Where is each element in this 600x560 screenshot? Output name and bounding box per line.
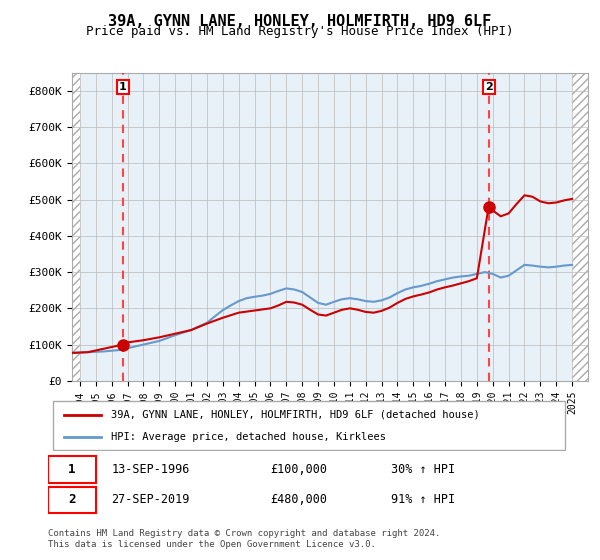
Text: Price paid vs. HM Land Registry's House Price Index (HPI): Price paid vs. HM Land Registry's House … <box>86 25 514 38</box>
Text: Contains HM Land Registry data © Crown copyright and database right 2024.
This d: Contains HM Land Registry data © Crown c… <box>48 529 440 549</box>
Text: £100,000: £100,000 <box>270 463 327 476</box>
Text: 39A, GYNN LANE, HONLEY, HOLMFIRTH, HD9 6LF: 39A, GYNN LANE, HONLEY, HOLMFIRTH, HD9 6… <box>109 14 491 29</box>
Text: 1: 1 <box>68 463 76 476</box>
Text: 39A, GYNN LANE, HONLEY, HOLMFIRTH, HD9 6LF (detached house): 39A, GYNN LANE, HONLEY, HOLMFIRTH, HD9 6… <box>112 409 480 419</box>
FancyBboxPatch shape <box>48 487 95 514</box>
Text: 91% ↑ HPI: 91% ↑ HPI <box>391 493 455 506</box>
FancyBboxPatch shape <box>53 402 565 450</box>
Text: 2: 2 <box>68 493 76 506</box>
Text: 13-SEP-1996: 13-SEP-1996 <box>112 463 190 476</box>
Text: £480,000: £480,000 <box>270 493 327 506</box>
Text: HPI: Average price, detached house, Kirklees: HPI: Average price, detached house, Kirk… <box>112 432 386 442</box>
Text: 27-SEP-2019: 27-SEP-2019 <box>112 493 190 506</box>
Bar <box>72 73 80 381</box>
Text: 1: 1 <box>119 82 127 92</box>
Text: 30% ↑ HPI: 30% ↑ HPI <box>391 463 455 476</box>
Text: 2: 2 <box>485 82 493 92</box>
Bar <box>572 73 588 381</box>
FancyBboxPatch shape <box>48 456 95 483</box>
